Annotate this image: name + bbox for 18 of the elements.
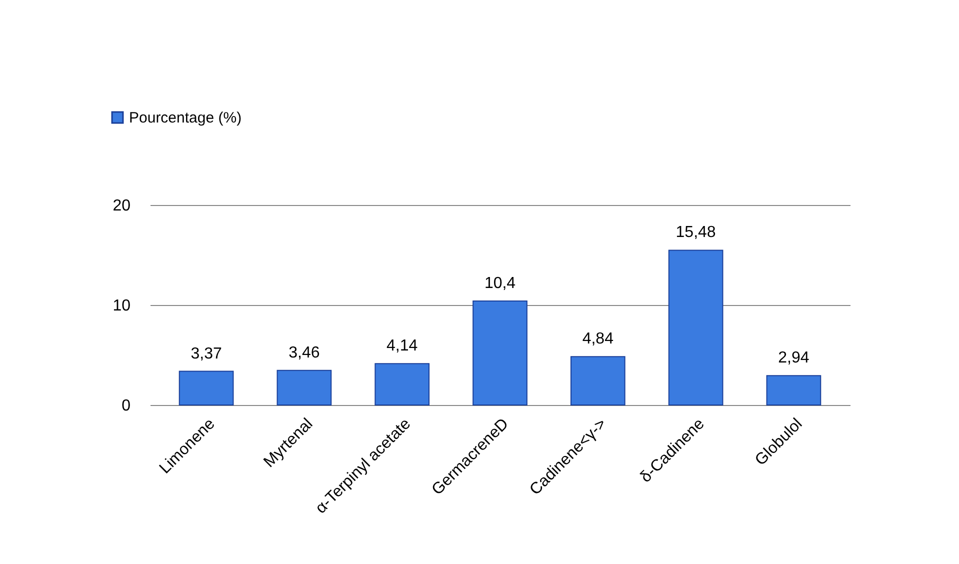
bar	[668, 250, 724, 406]
data-label: 4,14	[386, 338, 418, 355]
data-label: 3,37	[190, 345, 222, 362]
y-tick-label: 10	[112, 298, 131, 314]
data-label: 2,94	[778, 350, 810, 367]
bar	[570, 356, 626, 406]
bar	[374, 363, 430, 406]
legend-label: Pourcentage (%)	[129, 110, 242, 126]
data-label: 15,48	[676, 224, 716, 242]
bar	[472, 300, 528, 406]
bar	[766, 375, 822, 406]
y-tick-label: 0	[122, 398, 131, 414]
data-label: 3,46	[288, 344, 320, 362]
bar	[178, 370, 234, 406]
data-label: 4,84	[582, 330, 614, 348]
bar	[276, 370, 332, 406]
y-tick-label: 20	[112, 198, 131, 214]
data-label: 10,4	[484, 275, 516, 292]
